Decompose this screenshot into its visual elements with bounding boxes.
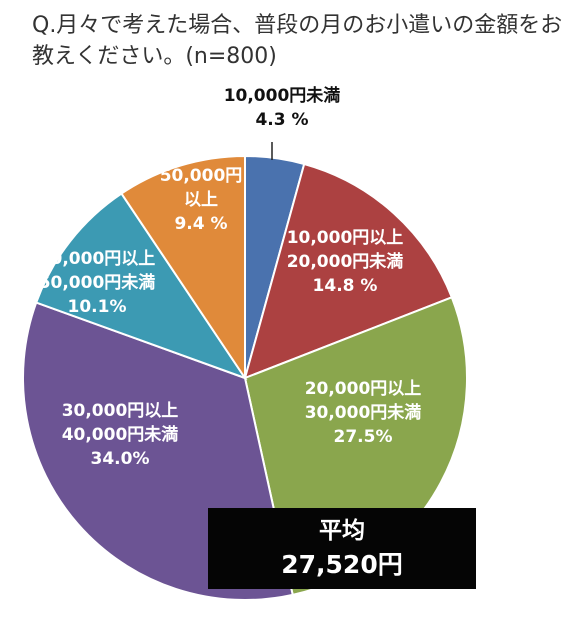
slice-category-label-2: 20,000円未満: [287, 251, 404, 272]
chart-title: Q.月々で考えた場合、普段の月のお小遣いの金額をお教えください。(n=800): [32, 13, 563, 69]
pie-slice-6: [120, 154, 246, 382]
slice-percent-label-4: 34.0%: [91, 449, 150, 469]
slice-category-label-5: 40,000円以上: [39, 249, 156, 269]
average-box: 平均 27,520円: [208, 508, 476, 589]
slice-percent-label-2: 14.8 %: [313, 276, 378, 296]
average-value: 27,520円: [281, 550, 403, 579]
slice-category-label-6: 以上: [184, 190, 218, 210]
slice-category-label-2: 10,000円以上: [287, 228, 404, 248]
slice-category-label-3: 20,000円以上: [305, 379, 422, 399]
slice-category-label-5: 50,000円未満: [39, 272, 156, 293]
slice-percent-label-3: 27.5%: [334, 427, 393, 447]
slice-category-label-6: 50,000円: [160, 166, 243, 186]
slice-category-label-1: 10,000円未満: [224, 85, 341, 106]
slice-percent-label-6: 9.4 %: [174, 214, 227, 234]
pie-slice-2: [243, 162, 454, 380]
slice-category-label-3: 30,000円未満: [305, 402, 422, 423]
slice-percent-label-5: 10.1%: [68, 297, 127, 317]
slice-percent-label-1: 4.3 %: [255, 110, 308, 130]
slice-category-label-4: 40,000円未満: [62, 424, 179, 445]
average-label: 平均: [319, 518, 365, 544]
pie-labels: 10,000円未満 4.3 % 10,000円以上 20,000円未満 14.8 % 20…: [39, 85, 422, 469]
slice-category-label-4: 30,000円以上: [62, 401, 179, 421]
pie-slice-5: [34, 192, 248, 380]
